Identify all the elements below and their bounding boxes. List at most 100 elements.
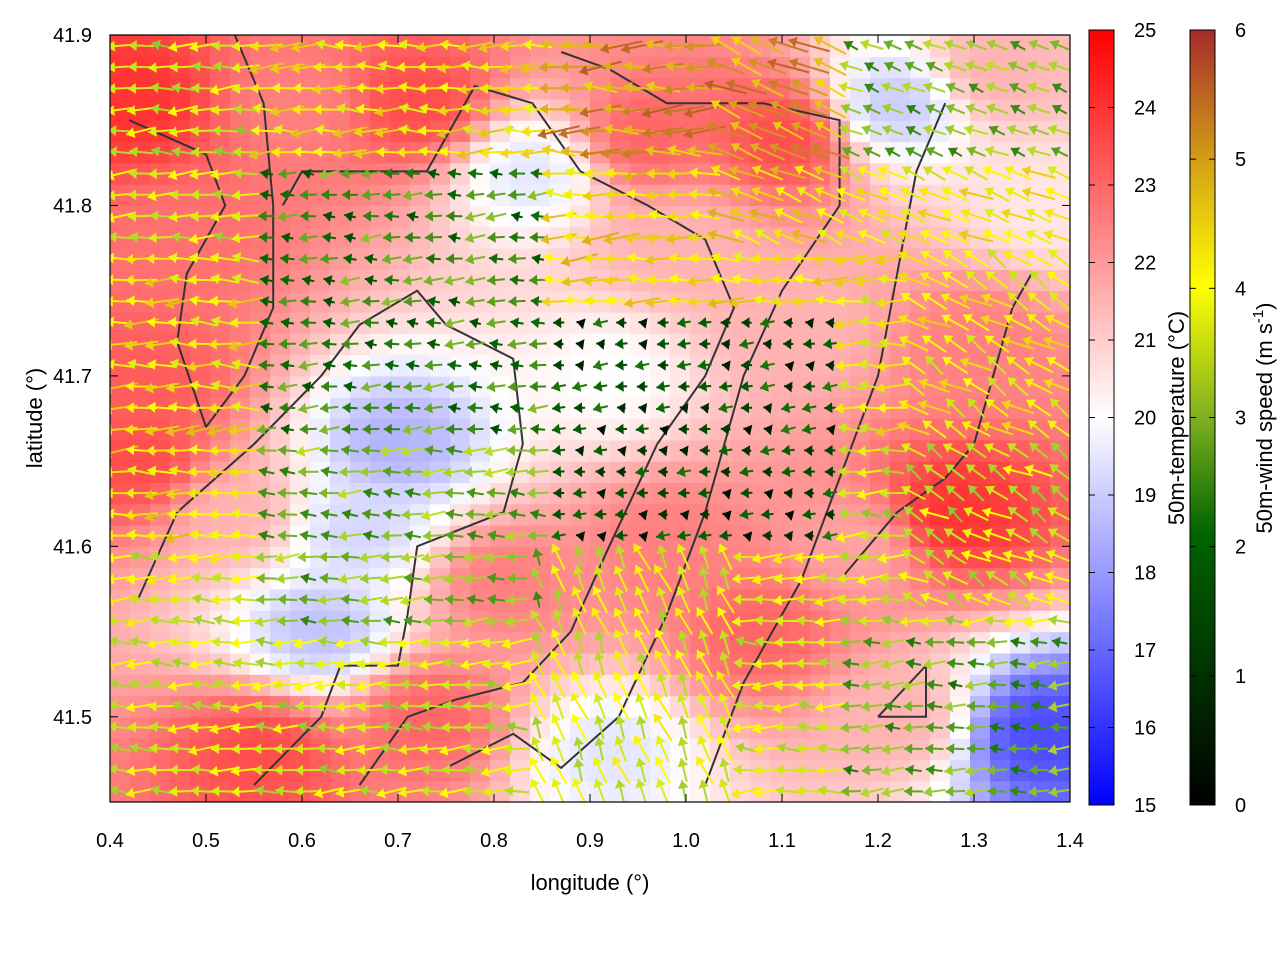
temperature-cell (310, 525, 331, 547)
temperature-cell (450, 567, 471, 590)
temperature-cell (410, 780, 431, 802)
colorbar-tick-label: 21 (1134, 330, 1156, 352)
temperature-cell (310, 205, 331, 228)
colorbar-tick-label: 20 (1134, 408, 1156, 430)
temperature-cell (330, 184, 351, 206)
temperature-cell (310, 503, 331, 526)
temperature-cell (370, 184, 391, 206)
temperature-cell (390, 312, 411, 334)
temperature-cell (370, 354, 391, 377)
temperature-cell (1010, 503, 1031, 526)
temperature-cell (410, 248, 431, 270)
colorbar-tick-label: 5 (1235, 149, 1246, 171)
x-tick-label: 0.5 (192, 830, 220, 852)
temperature-cell (250, 525, 271, 547)
temperature-cell (410, 162, 431, 185)
temperature-cell (250, 184, 271, 206)
temperature-cell (190, 312, 211, 334)
temperature-cell (410, 525, 431, 547)
temperature-cell (330, 610, 351, 633)
temperature-cell (290, 482, 311, 505)
temperature-cell (370, 205, 391, 228)
temperature-cell (510, 631, 531, 654)
temperature-cell (550, 546, 571, 569)
temperature-cell (350, 205, 371, 228)
temperature-cell (270, 35, 291, 57)
temperature-cell (290, 525, 311, 547)
temperature-cell (550, 674, 571, 697)
temperature-cell (490, 759, 511, 782)
temperature-cell (270, 269, 291, 292)
temperature-cell (410, 354, 431, 377)
temperature-cell (450, 269, 471, 292)
temperature-cell (490, 205, 511, 228)
temperature-cell (330, 418, 351, 441)
temperature-cell (430, 652, 451, 675)
temperature-cell (250, 162, 271, 185)
x-tick-label: 1.2 (864, 830, 892, 852)
temperature-cell (950, 226, 971, 249)
x-tick-label: 1.1 (768, 830, 796, 852)
temperature-cell (350, 269, 371, 292)
temperature-cell (370, 738, 391, 760)
temperature-cell (370, 375, 391, 398)
temperature-cell (250, 248, 271, 270)
temperature-cell (390, 588, 411, 611)
temperature-cell (830, 56, 851, 79)
temperature-cell (430, 333, 451, 356)
temperature-cell (430, 567, 451, 590)
temperature-cell (330, 439, 351, 462)
temperature-cell (370, 546, 391, 569)
temperature-cell (350, 610, 371, 633)
temperature-cell (430, 503, 451, 526)
temperature-cell (350, 226, 371, 249)
temperature-cell (430, 418, 451, 441)
temperature-cell (310, 418, 331, 441)
temperature-cell (270, 312, 291, 334)
temperature-cell (950, 77, 971, 100)
temperature-cell (470, 248, 491, 270)
temperature-cell (370, 397, 391, 420)
temperature-cell (290, 610, 311, 633)
temperature-cell (550, 716, 571, 739)
temperature-cell (410, 184, 431, 206)
wind-speed-colorbar: 0 1 2 3 4 5 6 50m-wind speed (m s-1) (1189, 20, 1277, 817)
temperature-cell (370, 588, 391, 611)
temperature-cell (350, 439, 371, 462)
temperature-cell (470, 290, 491, 313)
temperature-cell (310, 290, 331, 313)
temperature-cell (330, 226, 351, 249)
temperature-cell (470, 652, 491, 675)
temperature-cell (390, 418, 411, 441)
temperature-cell (310, 184, 331, 206)
temperature-cell (950, 205, 971, 228)
temperature-cell (370, 269, 391, 292)
temperature-cell (1010, 588, 1031, 611)
temperature-cell (330, 120, 351, 143)
x-tick-label: 1.0 (672, 830, 700, 852)
temperature-cell (470, 269, 491, 292)
x-tick-label: 0.7 (384, 830, 412, 852)
temperature-cell (470, 610, 491, 633)
temperature-cell (350, 546, 371, 569)
temperature-cell (350, 588, 371, 611)
temperature-cell (470, 205, 491, 228)
x-tick-label: 1.4 (1056, 830, 1084, 852)
temperature-cell (450, 333, 471, 356)
temperature-cell (390, 567, 411, 590)
temperature-cell (310, 162, 331, 185)
temperature-cell (390, 269, 411, 292)
temperature-cell (390, 397, 411, 420)
temperature-cell (430, 461, 451, 483)
temperature-cell (410, 588, 431, 611)
x-tick-label: 0.8 (480, 830, 508, 852)
temperature-cell (350, 312, 371, 334)
temperature-cell (410, 439, 431, 462)
temperature-cell (310, 461, 331, 483)
colorbar-tick-label: 16 (1134, 718, 1156, 740)
temperature-cell (430, 269, 451, 292)
temperature-cell (410, 312, 431, 334)
temperature-cell (990, 184, 1011, 206)
temperature-cell (390, 439, 411, 462)
